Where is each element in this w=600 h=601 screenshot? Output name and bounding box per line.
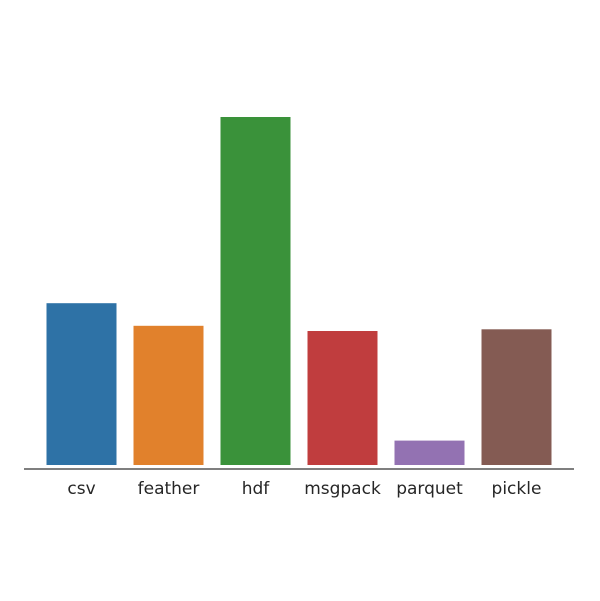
bar-hdf — [220, 117, 291, 465]
bar-feather — [133, 325, 204, 465]
x-tick-label-hdf: hdf — [242, 479, 271, 499]
x-tick-labels: csv feather hdf msgpack parquet pickle — [67, 479, 541, 499]
bar-parquet — [394, 440, 465, 465]
x-tick-label-pickle: pickle — [492, 479, 542, 499]
x-tick-label-csv: csv — [67, 479, 95, 499]
bar-csv — [46, 303, 117, 465]
x-tick-label-msgpack: msgpack — [304, 479, 381, 499]
bar-pickle — [481, 329, 552, 465]
bars — [46, 117, 552, 465]
bar-msgpack — [307, 331, 378, 465]
x-tick-label-feather: feather — [138, 479, 200, 499]
x-tick-label-parquet: parquet — [396, 479, 463, 499]
